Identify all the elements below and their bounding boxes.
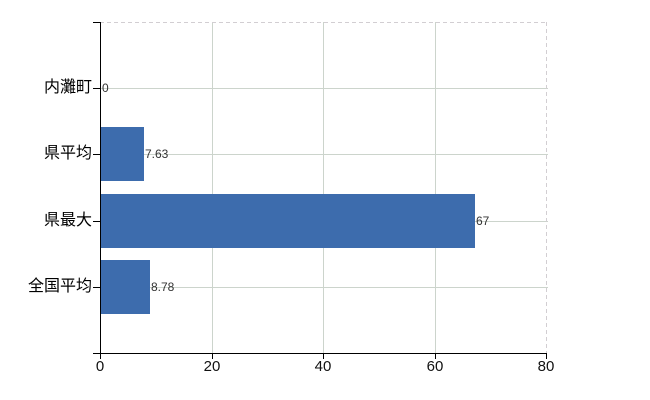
bar-1 bbox=[101, 127, 144, 181]
x-tick-label-40: 40 bbox=[314, 358, 332, 375]
y-tick-bottom bbox=[93, 353, 100, 354]
gridline-vertical-40 bbox=[323, 22, 324, 353]
value-label-3: 8.78 bbox=[151, 280, 175, 294]
gridline-horizontal-3 bbox=[100, 287, 548, 288]
gridline-horizontal-1 bbox=[100, 154, 548, 155]
x-tick-60 bbox=[435, 353, 436, 359]
y-axis-line bbox=[100, 22, 101, 353]
x-tick-label-60: 60 bbox=[426, 358, 444, 375]
y-tick-1 bbox=[93, 154, 100, 155]
value-label-1: 7.63 bbox=[145, 147, 169, 161]
gridline-vertical-60 bbox=[435, 22, 436, 353]
gridline-vertical-20 bbox=[212, 22, 213, 353]
category-label-1: 県平均 bbox=[43, 145, 92, 162]
y-tick-2 bbox=[93, 221, 100, 222]
value-label-2: 67 bbox=[476, 214, 490, 228]
plot-border-top bbox=[100, 22, 546, 23]
y-tick-top bbox=[93, 22, 100, 23]
category-label-3: 全国平均 bbox=[27, 278, 92, 295]
bar-3 bbox=[101, 260, 150, 314]
y-tick-0 bbox=[93, 88, 100, 89]
x-tick-label-20: 20 bbox=[203, 358, 221, 375]
value-label-0: 0 bbox=[102, 81, 109, 95]
x-tick-80 bbox=[546, 353, 547, 359]
plot-border-right bbox=[546, 22, 547, 353]
x-tick-label-80: 80 bbox=[537, 358, 555, 375]
x-tick-0 bbox=[100, 353, 101, 359]
x-tick-40 bbox=[323, 353, 324, 359]
y-tick-3 bbox=[93, 287, 100, 288]
x-tick-label-0: 0 bbox=[95, 358, 105, 375]
category-label-2: 県最大 bbox=[43, 212, 92, 229]
category-label-0: 内灘町 bbox=[43, 79, 92, 96]
x-tick-20 bbox=[212, 353, 213, 359]
gridline-horizontal-0 bbox=[100, 88, 548, 89]
bar-2 bbox=[101, 194, 475, 248]
